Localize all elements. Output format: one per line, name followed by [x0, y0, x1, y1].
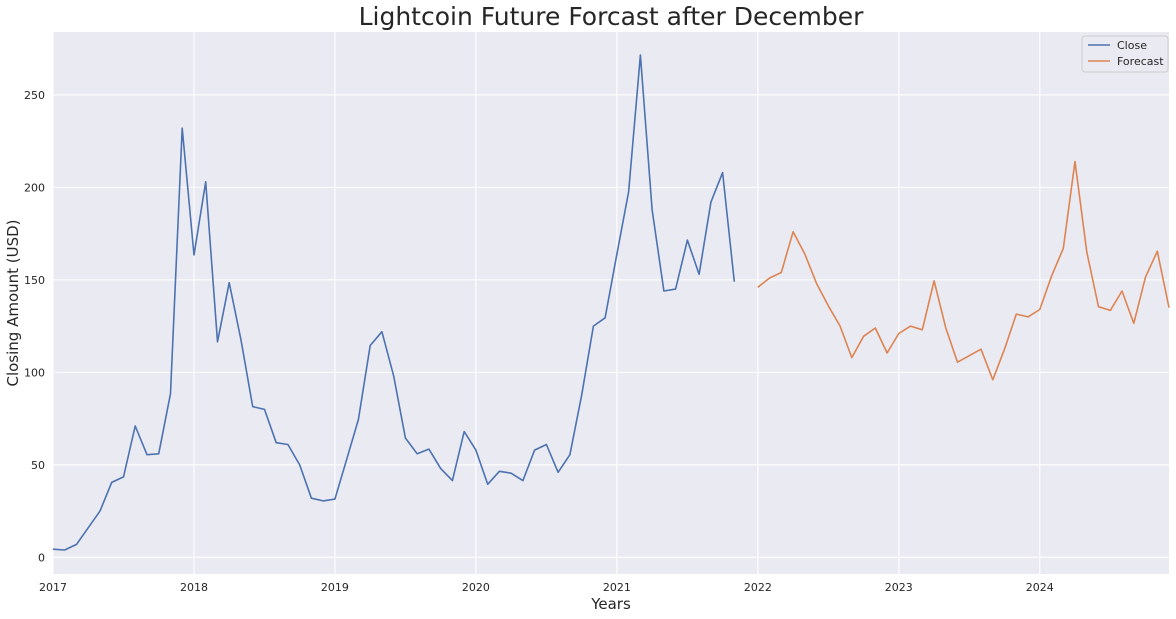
chart-title: Lightcoin Future Forcast after December [359, 2, 865, 31]
y-axis-ticks: 0 50 100 150 200 250 [24, 89, 45, 564]
series-line-close [52, 54, 736, 551]
series-layer [52, 54, 1170, 551]
x-tick-label: 2024 [1026, 581, 1054, 594]
y-tick-label: 50 [31, 459, 45, 472]
x-tick-label: 2022 [744, 581, 772, 594]
x-tick-label: 2021 [603, 581, 631, 594]
y-tick-label: 250 [24, 89, 45, 102]
y-tick-label: 150 [24, 274, 45, 287]
y-axis-title: Closing Amount (USD) [4, 219, 22, 386]
legend: Close Forecast [1081, 35, 1169, 73]
legend-label-forecast: Forecast [1117, 55, 1164, 68]
y-tick-label: 200 [24, 181, 45, 194]
x-axis-ticks: 2017 2018 2019 2020 2021 2022 2023 2024 [39, 581, 1054, 594]
x-axis-title: Years [590, 595, 631, 613]
x-tick-label: 2019 [321, 581, 349, 594]
series-line-forecast [757, 160, 1170, 381]
y-tick-label: 100 [24, 366, 45, 379]
legend-label-close: Close [1117, 39, 1147, 52]
grid-lines [52, 32, 1169, 574]
x-tick-label: 2020 [462, 581, 490, 594]
x-tick-label: 2018 [180, 581, 208, 594]
x-tick-label: 2023 [885, 581, 913, 594]
x-tick-label: 2017 [39, 581, 67, 594]
y-tick-label: 0 [38, 551, 45, 564]
plot-area [53, 32, 1169, 574]
